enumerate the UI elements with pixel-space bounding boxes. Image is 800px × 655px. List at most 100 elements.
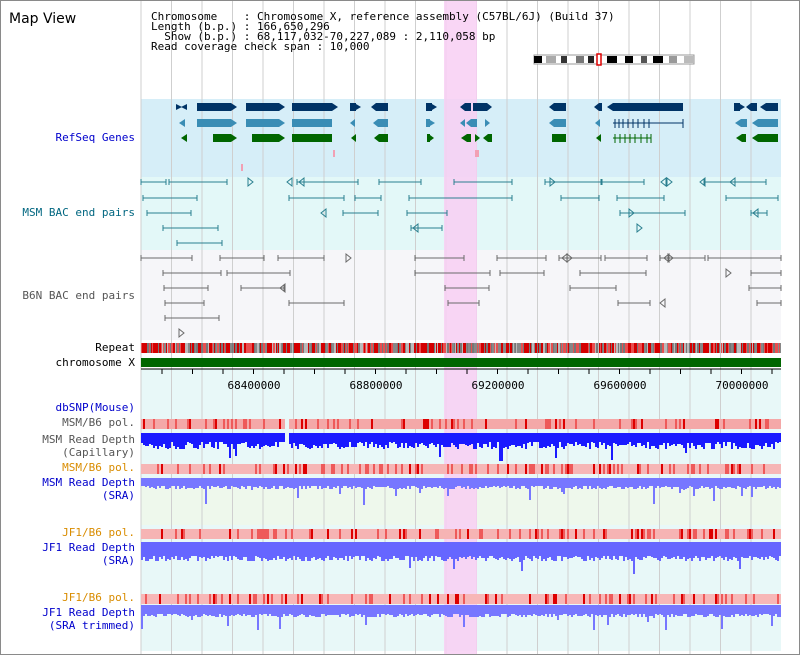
depth-bar <box>563 605 565 614</box>
track-label-jf1-b6-pol-1[interactable]: JF1/B6 pol. <box>62 526 135 539</box>
heat-cell <box>219 419 221 429</box>
heat-cell <box>641 464 643 474</box>
depth-bar <box>775 433 777 442</box>
track-label-msm-b6-pol-2[interactable]: MSM/B6 pol. <box>62 461 135 474</box>
depth-bar <box>615 542 617 559</box>
depth-bar <box>395 542 397 558</box>
heat-cell <box>275 529 277 539</box>
depth-bar <box>667 542 669 559</box>
depth-bar <box>469 433 471 445</box>
depth-bar <box>243 478 245 487</box>
heat-cell <box>545 464 547 474</box>
depth-bar <box>733 433 735 443</box>
repeat-block <box>419 343 421 353</box>
repeat-track[interactable] <box>141 343 781 353</box>
track-label-msm-depth-sra[interactable]: MSM Read Depth <box>42 476 135 489</box>
heat-cell <box>541 464 543 474</box>
heat-cell <box>505 419 507 429</box>
refseq-gene-features[interactable] <box>176 103 778 171</box>
heat-cell <box>235 529 237 539</box>
depth-bar <box>357 542 359 556</box>
heat-cell <box>555 464 557 474</box>
heat-cell <box>393 594 395 604</box>
depth-bar <box>471 478 473 488</box>
repeat-block <box>285 343 286 353</box>
depth-bar <box>181 433 183 449</box>
depth-bar <box>281 478 283 486</box>
depth-bar <box>305 478 307 489</box>
heat-cell <box>553 419 555 429</box>
depth-bar <box>741 433 743 448</box>
repeat-block <box>429 343 432 353</box>
heat-cell <box>361 594 363 604</box>
track-label-jf1-b6-pol-2[interactable]: JF1/B6 pol. <box>62 591 135 604</box>
depth-bar <box>621 542 623 556</box>
depth-bar <box>217 542 219 557</box>
bac-end-marker <box>345 252 352 264</box>
heat-cell <box>265 464 267 474</box>
heat-cell <box>279 594 281 604</box>
heat-cell <box>267 419 269 429</box>
depth-bar <box>539 542 541 556</box>
heat-cell <box>761 464 763 474</box>
heat-cell <box>623 419 625 429</box>
heat-cell <box>141 419 143 429</box>
heat-cell <box>703 464 705 474</box>
depth-bar <box>189 542 191 558</box>
depth-bar <box>327 433 329 448</box>
depth-bar <box>243 542 245 557</box>
depth-bar <box>233 433 235 449</box>
track-label-jf1-depth-sra-sub: (SRA) <box>101 554 135 567</box>
depth-bar <box>151 542 153 559</box>
repeat-block <box>200 343 201 353</box>
track-label-dbsnp[interactable]: dbSNP(Mouse) <box>55 401 135 414</box>
depth-bar <box>375 605 377 617</box>
depth-bar <box>209 433 211 442</box>
track-label-jf1-depth-sra[interactable]: JF1 Read Depth <box>42 541 135 554</box>
heat-cell <box>307 419 309 429</box>
track-label-msm-depth-capillary[interactable]: MSM Read Depth <box>42 433 135 446</box>
depth-bar <box>759 433 761 446</box>
heat-cell <box>327 464 329 474</box>
bac-end-marker <box>659 297 666 309</box>
depth-bar <box>483 542 485 558</box>
heat-cell <box>519 594 521 604</box>
heat-cell <box>631 419 633 429</box>
msm-bac-features[interactable] <box>140 176 779 246</box>
heat-cell <box>245 464 247 474</box>
heat-cell <box>643 419 645 429</box>
heat-cell <box>689 464 691 474</box>
repeat-block <box>760 343 761 353</box>
read-depth-tracks[interactable] <box>141 433 781 630</box>
heat-cell <box>481 464 483 474</box>
depth-bar <box>193 605 195 616</box>
track-label-jf1-depth-trimmed[interactable]: JF1 Read Depth <box>42 606 135 619</box>
heat-cell <box>389 529 391 539</box>
heat-cell <box>667 594 669 604</box>
track-label-refseq[interactable]: RefSeq Genes <box>55 131 135 144</box>
heat-cell <box>673 529 675 539</box>
depth-bar <box>181 605 183 614</box>
depth-bar <box>487 478 489 488</box>
heat-cell <box>733 529 735 539</box>
repeat-block <box>485 343 486 353</box>
heat-cell <box>195 464 197 474</box>
depth-bar <box>303 542 305 561</box>
repeat-block <box>394 343 395 353</box>
repeat-block <box>252 343 254 353</box>
chromosome-bar[interactable] <box>141 358 781 367</box>
repeat-block <box>610 343 611 353</box>
depth-bar <box>541 542 543 561</box>
track-label-msm-bac[interactable]: MSM BAC end pairs <box>22 206 135 219</box>
heat-cell <box>683 464 685 474</box>
polymorphism-heatmaps[interactable] <box>141 419 781 604</box>
depth-bar <box>441 478 443 488</box>
repeat-block <box>342 343 343 353</box>
track-label-b6n-bac[interactable]: B6N BAC end pairs <box>22 289 135 302</box>
b6n-bac-features[interactable] <box>140 252 782 339</box>
track-label-msm-b6-pol-1[interactable]: MSM/B6 pol. <box>62 416 135 429</box>
depth-bar <box>597 478 599 486</box>
depth-bar <box>553 605 555 614</box>
depth-bar <box>301 433 303 444</box>
